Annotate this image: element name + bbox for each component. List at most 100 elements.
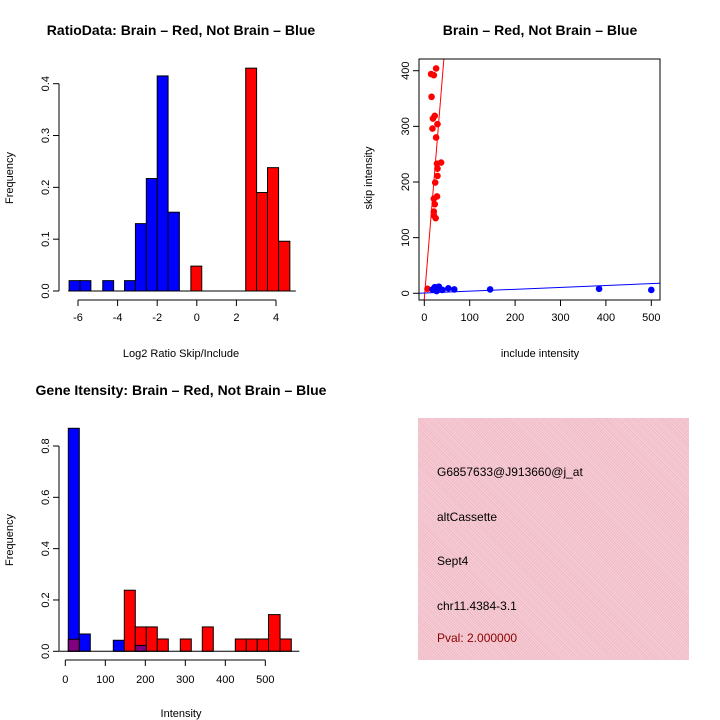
chart1-x-tick-label: 4 (273, 312, 279, 324)
chart2-title: Brain – Red, Not Brain – Blue (443, 22, 638, 38)
chart2-point-brain (434, 172, 441, 180)
chart1-ylabel: Frequency (4, 152, 16, 204)
chart2-point-brain (434, 120, 441, 128)
chart2-x-tick-label: 300 (551, 312, 569, 324)
chart3-y-tick-label: 0.2 (40, 592, 52, 607)
chart2-point-brain (432, 214, 439, 222)
chart3-bar-overlap (67, 638, 80, 652)
chart2-y-tick-label: 300 (400, 117, 412, 135)
chart3-bar-brain (179, 638, 192, 652)
chart2-point-brain (431, 200, 439, 208)
chart2-point-brain (432, 65, 440, 72)
chart3-bar-overlap (134, 644, 147, 652)
chart3-x-tick-label: 300 (176, 674, 194, 686)
chart3-bar-not-brain (78, 633, 91, 652)
chart1-bar-not-brain (167, 211, 180, 292)
info-panel: G6857633@J913660@j_at altCassette Sept4 … (418, 418, 689, 660)
chart2-point-not-brain (445, 284, 452, 292)
chart2-point-brain (429, 125, 436, 132)
chart1-bar-not-brain (124, 280, 136, 292)
chart2-point-brain (428, 93, 435, 101)
chart3-bar-brain (279, 638, 292, 652)
chart2-point-brain (437, 159, 445, 166)
chart1-bar-not-brain (79, 280, 92, 292)
chart1-y-tick-label: 0.0 (40, 283, 52, 298)
chart3-bar-brain (201, 626, 214, 652)
chart2-x-tick-label: 500 (642, 312, 660, 324)
chart2-point-brain (431, 179, 439, 186)
chart3-x-tick-label: 400 (216, 674, 234, 686)
chart2-point-not-brain (439, 286, 446, 294)
chart3-y-tick-label: 0.0 (40, 644, 52, 659)
chart2-fit-line (419, 282, 660, 294)
chart2-y-tick-label: 0 (400, 290, 412, 296)
chart1-bar-not-brain (68, 280, 81, 292)
chart1-y-tick-label: 0.1 (40, 232, 52, 247)
chart2-point-brain (430, 195, 438, 202)
chart2-point-brain (431, 112, 439, 120)
chart3-bar-brain (145, 626, 158, 652)
chart3-x-tick-label: 0 (62, 674, 68, 686)
chart3-title: Gene Itensity: Brain – Red, Not Brain – … (36, 382, 327, 398)
chart2-ylabel: skip intensity (363, 146, 375, 209)
chart1-bar-not-brain (102, 280, 115, 292)
chart1-x-tick-label: -6 (73, 312, 83, 324)
chart3-x-tick-label: 100 (96, 674, 114, 686)
chart1-bar-not-brain (145, 178, 158, 292)
chart1-bar-brain (245, 67, 258, 292)
chart3-bar-brain (256, 638, 269, 652)
chart1-y-tick-label: 0.4 (40, 76, 52, 91)
gene-name: Sept4 (437, 554, 469, 568)
chart2-y-tick-label: 100 (400, 228, 412, 246)
chart2-x-tick-label: 400 (597, 312, 615, 324)
chart2-point-not-brain (486, 286, 494, 293)
chart3-bar-brain (156, 638, 169, 652)
chart1-bar-not-brain (156, 75, 169, 292)
chart1-y-tick-label: 0.2 (40, 180, 52, 195)
chart2-point-not-brain (450, 286, 458, 293)
chart1-x-tick-label: 2 (233, 312, 239, 324)
probe-id: G6857633@J913660@j_at (437, 465, 583, 479)
chart3-xlabel: Intensity (161, 708, 202, 720)
chart3-x-tick-label: 500 (256, 674, 274, 686)
chart1-bar-not-brain (134, 223, 147, 292)
chart3-y-tick-label: 0.6 (40, 490, 52, 505)
chart2-point-brain (434, 165, 441, 172)
chart3-y-tick-label: 0.8 (40, 438, 52, 453)
chart3-bar-not-brain (67, 427, 80, 652)
chart3-bar-brain (245, 638, 258, 652)
event-type: altCassette (437, 510, 498, 524)
chart2-fit-line (423, 59, 445, 300)
chromosome-location: chr11.4384-3.1 (437, 599, 517, 613)
chart1-x-tick-label: 0 (194, 312, 200, 324)
chart1-x-tick-label: -2 (152, 312, 162, 324)
chart2-point-not-brain (433, 287, 440, 295)
chart1-title: RatioData: Brain – Red, Not Brain – Blue (47, 22, 316, 38)
chart2-point-brain (432, 134, 440, 141)
chart2-y-tick-label: 400 (400, 62, 412, 80)
chart3-bar-not-brain (112, 639, 125, 652)
chart3-bar-brain (268, 614, 281, 652)
chart2-point-brain (424, 285, 431, 293)
chart2-x-tick-label: 200 (506, 312, 524, 324)
chart2-y-tick-label: 200 (400, 173, 412, 191)
chart1-bar-brain (278, 240, 291, 292)
p-value: Pval: 2.000000 (437, 631, 518, 645)
chart3-x-tick-label: 200 (136, 674, 154, 686)
chart3-ylabel: Frequency (4, 514, 16, 566)
chart2-point-brain (430, 71, 438, 79)
chart1-bar-brain (190, 265, 203, 292)
chart2-plot-box (418, 58, 661, 301)
chart2-point-not-brain (595, 285, 603, 293)
chart3-y-tick-label: 0.4 (40, 541, 52, 556)
chart1-y-tick-label: 0.3 (40, 128, 52, 143)
chart2-point-not-brain (648, 286, 655, 294)
chart2-x-tick-label: 0 (421, 312, 427, 324)
chart1-bar-brain (256, 192, 268, 292)
chart1-x-tick-label: -4 (113, 312, 123, 324)
chart1-xlabel: Log2 Ratio Skip/Include (123, 348, 239, 360)
chart1-bar-brain (266, 167, 280, 292)
chart2-x-tick-label: 100 (461, 312, 479, 324)
